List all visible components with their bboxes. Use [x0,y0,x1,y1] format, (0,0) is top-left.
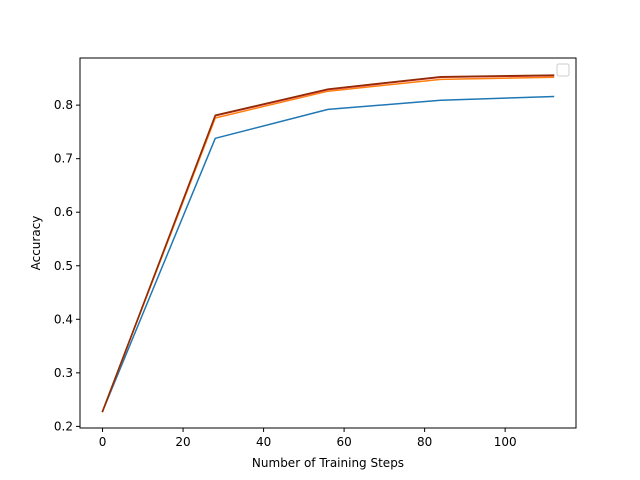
y-tick-label: 0.2 [54,419,73,433]
plot-frame [79,57,577,429]
series-line-4 [101,74,555,413]
x-axis-label: Number of Training Steps [252,456,404,470]
x-tick-label: 20 [175,435,190,449]
y-tick-label: 0.3 [54,366,73,380]
y-tick-label: 0.6 [54,205,73,219]
y-axis-label: Accuracy [29,216,43,271]
x-tick-label: 80 [417,435,432,449]
y-tick-label: 0.8 [54,98,73,112]
series-layer [101,74,555,413]
x-tick-label: 60 [336,435,351,449]
plot-area-background [80,58,576,428]
x-tick-label: 100 [494,435,517,449]
legend-box [556,63,570,77]
y-tick-label: 0.7 [54,152,73,166]
x-tick-label: 0 [99,435,107,449]
x-axis: 0 20 40 60 80 100 [99,428,517,449]
x-tick-label: 40 [256,435,271,449]
series-line-1 [101,95,555,413]
y-tick-label: 0.5 [54,259,73,273]
y-axis: 0.2 0.3 0.4 0.5 0.6 0.7 0.8 [54,98,80,433]
y-tick-label: 0.4 [54,312,73,326]
